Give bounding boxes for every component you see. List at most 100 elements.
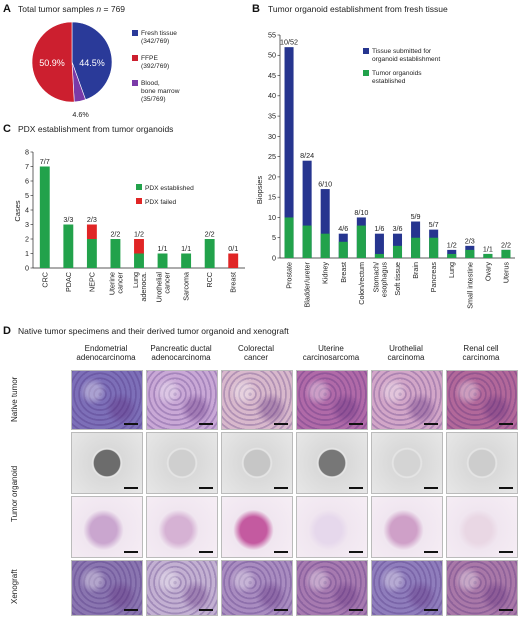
b-bar-established — [356, 225, 366, 258]
c-bar-label: 1/1 — [158, 244, 168, 253]
b-bar-label: 2/3 — [465, 236, 475, 245]
b-bar-label: 1/6 — [374, 224, 384, 233]
b-bar-submitted — [284, 47, 294, 258]
b-bar-established — [465, 249, 475, 258]
b-category-label: Ovary — [483, 262, 492, 282]
b-bar-established — [411, 237, 421, 258]
pie-label-ffpe: 50.9% — [39, 58, 65, 68]
b-ytick-label: 20 — [268, 172, 276, 181]
legend-blood-label-2: bone marrow — [141, 88, 180, 95]
c-bar-label: 2/2 — [110, 230, 120, 239]
b-bar-established — [302, 225, 312, 258]
b-bar-established — [429, 237, 439, 258]
b-ytick-label: 30 — [268, 132, 276, 141]
b-ytick-label: 15 — [268, 193, 276, 202]
b-bar-established — [338, 241, 348, 258]
c-category-label: Uterinecancer — [107, 271, 124, 295]
b-ytick-label: 25 — [268, 152, 276, 161]
b-category-label: Prostate — [285, 262, 294, 289]
c-category-label: Urothelialcancer — [155, 271, 172, 302]
pie-label-blood: 4.6% — [72, 110, 89, 119]
bar-chart-b: 0 5 10 15 20 25 30 35 40 45 50 55 10/52 Prostate 8/24 B… — [268, 30, 515, 309]
legend-swatch-ffpe — [132, 55, 138, 61]
c-bar-label: 2/3 — [87, 215, 97, 224]
legend-established-2: established — [372, 78, 406, 85]
c-bar-established — [63, 224, 74, 268]
legend-fresh-count: (342/769) — [141, 38, 169, 45]
legend-ffpe-count: (392/769) — [141, 63, 169, 70]
c-bar-established — [204, 239, 215, 268]
b-bar-label: 6/10 — [318, 180, 332, 189]
legend-submitted-1: Tissue submitted for — [372, 48, 432, 55]
b-ytick-label: 50 — [268, 51, 276, 60]
b-bar-label: 3/6 — [393, 224, 403, 233]
c-ytick-label: 5 — [25, 191, 29, 200]
c-bar-failed — [134, 239, 144, 254]
pie-chart — [31, 21, 113, 103]
panel-c-letter: C — [3, 123, 11, 135]
c-bar-established — [110, 239, 121, 268]
c-ytick-label: 6 — [25, 176, 29, 185]
b-bar-submitted — [320, 189, 330, 258]
bar-chart-c: 0 1 2 3 4 5 6 7 8 7/7 CRC 3/3 PDAC 2/3 NEPC 2/2 Uterinec… — [25, 147, 245, 302]
b-category-label: Kidney — [321, 262, 330, 284]
c-category-label: CRC — [40, 272, 49, 288]
b-bar-label: 5/7 — [429, 220, 439, 229]
b-category-label: Lung — [447, 262, 456, 278]
c-category-label: RCC — [205, 272, 214, 288]
pie-slice-1 — [31, 21, 75, 103]
panel-a-title: Total tumor samples n = 769 — [18, 4, 125, 14]
b-ytick-label: 10 — [268, 213, 276, 222]
b-ytick-label: 0 — [272, 253, 276, 262]
b-bar-label: 1/1 — [483, 244, 493, 253]
c-category-label: Sarcoma — [182, 272, 191, 301]
panel-c-legend: PDX established PDX failed — [136, 184, 194, 206]
c-category-label: Breast — [229, 272, 238, 293]
b-bar-established — [320, 233, 330, 258]
c-bar-label: 1/2 — [134, 230, 144, 239]
legend-swatch-pdx-failed — [136, 198, 142, 204]
legend-established-1: Tumor organoids — [372, 70, 422, 77]
legend-swatch-blood — [132, 80, 138, 86]
c-ytick-label: 7 — [25, 162, 29, 171]
b-bar-submitted — [374, 233, 384, 258]
c-bar-established — [39, 166, 50, 268]
legend-pdx-failed: PDX failed — [145, 199, 176, 206]
b-category-label: Breast — [339, 262, 348, 283]
legend-submitted-2: organoid establishment — [372, 56, 440, 63]
pie-label-fresh: 44.5% — [79, 58, 105, 68]
c-ytick-label: 8 — [25, 147, 29, 156]
b-bar-label: 1/2 — [447, 240, 457, 249]
panel-b-letter: B — [252, 3, 260, 15]
b-bar-label: 8/24 — [300, 151, 314, 160]
b-bar-established — [483, 253, 493, 258]
panel-b: B Tumor organoid establishment from fres… — [252, 3, 515, 309]
b-bar-established — [447, 253, 457, 258]
c-bar-established — [181, 253, 192, 268]
c-bar-label: 1/1 — [181, 244, 191, 253]
b-bar-label: 5/9 — [411, 212, 421, 221]
b-bar-label: 4/6 — [338, 224, 348, 233]
pie-legend: Fresh tissue (342/769) FFPE (392/769) Bl… — [132, 30, 180, 103]
b-bar-submitted — [302, 160, 312, 258]
b-category-label: Colon/rectum — [357, 262, 366, 305]
legend-blood-label: Blood, — [141, 80, 160, 87]
c-bar-label: 2/2 — [205, 230, 215, 239]
legend-swatch-established — [363, 70, 369, 76]
b-category-label: Soft tissue — [393, 262, 402, 296]
panel-b-legend: Tissue submitted for organoid establishm… — [363, 48, 440, 85]
b-ytick-label: 5 — [272, 233, 276, 242]
c-ytick-label: 1 — [25, 249, 29, 258]
b-bar-established — [374, 253, 384, 258]
c-category-label: Lungadenoca. — [131, 272, 148, 302]
c-ytick-label: 4 — [25, 205, 29, 214]
legend-blood-count: (35/769) — [141, 96, 166, 103]
b-category-label: Bladder/ureter — [303, 261, 312, 307]
c-ytick-label: 0 — [25, 263, 29, 272]
panel-c-title: PDX establishment from tumor organoids — [18, 124, 173, 134]
panel-a-letter: A — [3, 3, 11, 15]
legend-swatch-pdx-established — [136, 184, 142, 190]
b-category-label: Brain — [411, 262, 420, 279]
legend-swatch-fresh — [132, 30, 138, 36]
